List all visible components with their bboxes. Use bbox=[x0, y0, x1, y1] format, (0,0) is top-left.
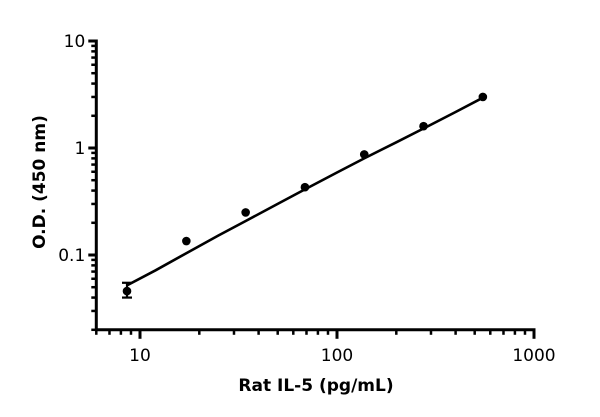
x-tick-label: 100 bbox=[321, 346, 353, 366]
y-tick-label: 10 bbox=[64, 32, 86, 52]
y-tick-label: 1 bbox=[74, 139, 85, 159]
x-axis-title: Rat IL-5 (pg/mL) bbox=[238, 376, 393, 396]
minor-ticks bbox=[91, 44, 527, 335]
data-points bbox=[122, 92, 488, 296]
y-tick-label: 0.1 bbox=[58, 246, 85, 266]
data-point bbox=[300, 182, 310, 192]
x-tick-label: 1000 bbox=[512, 346, 555, 366]
x-tick-label: 10 bbox=[129, 346, 151, 366]
major-ticks bbox=[88, 39, 536, 339]
data-point bbox=[241, 208, 250, 217]
fit-curve bbox=[126, 96, 484, 287]
data-point bbox=[478, 92, 488, 102]
data-point bbox=[182, 236, 191, 246]
data-point bbox=[122, 286, 132, 296]
data-point bbox=[419, 121, 428, 131]
data-point bbox=[359, 150, 369, 159]
y-axis-title: O.D. (450 nm) bbox=[30, 115, 50, 249]
tick-labels: 0.1 1 10 10 100 1000 bbox=[58, 32, 555, 366]
axes bbox=[94, 39, 536, 332]
